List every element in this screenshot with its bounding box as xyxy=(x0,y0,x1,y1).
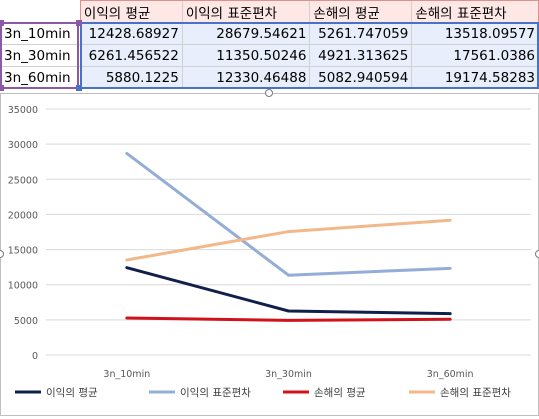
x-tick-label: 3n_30min xyxy=(265,369,312,380)
value-cell[interactable]: 6261.456522 xyxy=(79,44,183,67)
corner-cell[interactable] xyxy=(0,0,81,23)
table-row: 3n_10min 12428.68927 28679.54621 5261.74… xyxy=(0,22,539,45)
value-cell[interactable]: 12330.46488 xyxy=(181,66,311,89)
range-resize-handle[interactable] xyxy=(76,85,82,91)
y-tick-label: 20000 xyxy=(8,210,38,221)
value-cell[interactable]: 4921.313625 xyxy=(309,44,413,67)
y-tick-label: 0 xyxy=(32,351,38,362)
header-row: 이익의 평균 이익의 표준편차 손해의 평균 손해의 표준편차 xyxy=(0,0,539,23)
value-cell[interactable]: 5880.1225 xyxy=(79,66,183,89)
spreadsheet-range: 이익의 평균 이익의 표준편차 손해의 평균 손해의 표준편차 3n_10min… xyxy=(0,0,539,95)
value-cell[interactable]: 12428.68927 xyxy=(79,22,183,45)
series-line xyxy=(125,316,452,322)
chart-plot-area: 0 5000 10000 15000 20000 25000 30000 35000 3n_10… xyxy=(8,105,531,399)
row-name-cell[interactable]: 3n_30min xyxy=(0,44,81,67)
y-tick-label: 35000 xyxy=(8,105,38,116)
x-tick-label: 3n_60min xyxy=(427,369,474,380)
row-name-cell[interactable]: 3n_60min xyxy=(0,66,81,89)
y-tick-label: 10000 xyxy=(8,281,38,292)
table-row: 3n_30min 6261.456522 11350.50246 4921.31… xyxy=(0,44,539,67)
series-line xyxy=(125,151,452,277)
legend-label: 이익의 표준편차 xyxy=(180,386,251,399)
legend-label: 손해의 표준편차 xyxy=(440,386,511,399)
chart-resize-handle[interactable] xyxy=(535,250,539,258)
data-table: 이익의 평균 이익의 표준편차 손해의 평균 손해의 표준편차 3n_10min… xyxy=(0,0,539,89)
value-cell[interactable]: 17561.0386 xyxy=(411,44,539,67)
range-resize-handle[interactable] xyxy=(76,20,82,26)
range-resize-handle[interactable] xyxy=(0,85,4,91)
chart-resize-handle[interactable] xyxy=(265,89,273,97)
value-cell[interactable]: 5261.747059 xyxy=(309,22,413,45)
range-resize-handle[interactable] xyxy=(0,20,4,26)
value-cell[interactable]: 13518.09577 xyxy=(411,22,539,45)
table-row: 3n_60min 5880.1225 12330.46488 5082.9405… xyxy=(0,66,539,89)
value-cell[interactable]: 5082.940594 xyxy=(309,66,413,89)
legend-label: 이익의 평균 xyxy=(46,387,98,399)
header-cell[interactable]: 손해의 평균 xyxy=(309,0,413,23)
series-line xyxy=(125,266,452,316)
legend-label: 손해의 평균 xyxy=(314,386,366,399)
x-tick-label: 3n_10min xyxy=(103,369,150,380)
row-name-cell[interactable]: 3n_10min xyxy=(0,22,81,45)
value-cell[interactable]: 28679.54621 xyxy=(181,22,311,45)
header-cell[interactable]: 이익의 평균 xyxy=(79,0,183,23)
value-cell[interactable]: 19174.58283 xyxy=(411,66,539,89)
y-tick-label: 25000 xyxy=(8,175,38,186)
series-line xyxy=(125,218,452,262)
y-tick-label: 15000 xyxy=(8,246,38,257)
header-cell[interactable]: 손해의 표준편차 xyxy=(411,0,539,23)
line-chart[interactable]: 0 5000 10000 15000 20000 25000 30000 35000 3n_10… xyxy=(0,93,539,416)
y-tick-label: 5000 xyxy=(14,316,38,327)
y-tick-label: 30000 xyxy=(8,140,38,151)
value-cell[interactable]: 11350.50246 xyxy=(181,44,311,67)
header-cell[interactable]: 이익의 표준편차 xyxy=(181,0,311,23)
